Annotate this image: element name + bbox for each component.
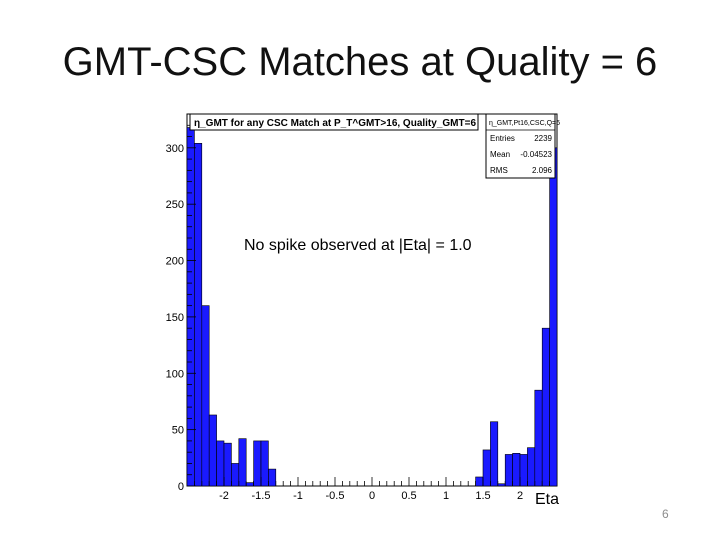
histogram-bar	[549, 147, 558, 487]
histogram-bar	[541, 327, 550, 487]
histogram-bar	[527, 447, 536, 487]
y-axis-ticks: 0 50 100 150 200 250 300	[166, 124, 196, 493]
histogram-bar	[475, 476, 484, 487]
stats-box-frame	[485, 113, 556, 179]
stats-box-header: η_GMT,Pt16,CSC,Q=6	[489, 120, 560, 127]
histogram-bars	[186, 127, 558, 487]
histogram-title: η_GMT for any CSC Match at P_T^GMT>16, Q…	[194, 118, 476, 129]
stats-mean-label: Mean	[490, 150, 510, 159]
histogram-bar	[201, 305, 210, 487]
x-tick-label: 0	[369, 490, 375, 502]
x-tick-label: 2	[517, 490, 523, 502]
stats-mean-value: -0.04523	[520, 150, 552, 159]
x-tick-label: -1.5	[252, 490, 271, 502]
stats-entries-label: Entries	[490, 134, 515, 143]
histogram-bar	[231, 463, 240, 487]
histogram-bar	[260, 440, 269, 487]
x-tick-label: -0.5	[326, 490, 345, 502]
histogram-bar	[497, 483, 506, 487]
y-tick-label: 250	[166, 199, 184, 211]
stats-rms-value: 2.096	[532, 166, 553, 175]
x-tick-label: -2	[219, 490, 229, 502]
histogram-bar	[194, 143, 203, 487]
x-tick-label: 1	[443, 490, 449, 502]
page-number: 6	[662, 507, 669, 521]
y-tick-label: 200	[166, 256, 184, 268]
histogram-title-box	[189, 113, 479, 131]
histogram-bar	[253, 440, 262, 487]
histogram-bar	[216, 440, 225, 487]
histogram-bar	[208, 414, 217, 487]
x-tick-label: 0.5	[401, 490, 416, 502]
histogram-bar	[268, 468, 277, 487]
x-axis-ticks: -2 -1.5 -1 -0.5 0 0.5 1 1.5 2	[193, 477, 550, 502]
y-tick-label: 150	[166, 312, 184, 324]
stats-box: η_GMT,Pt16,CSC,Q=6 Entries 2239 Mean -0.…	[485, 113, 560, 179]
x-axis-label: Eta	[535, 491, 560, 508]
histogram-bar	[245, 482, 254, 487]
y-tick-label: 0	[178, 481, 184, 493]
histogram-bar	[490, 421, 499, 487]
histogram-bar	[519, 454, 528, 487]
y-tick-label: 300	[166, 143, 184, 155]
slide-title: GMT-CSC Matches at Quality = 6	[62, 40, 658, 84]
stats-rms-label: RMS	[490, 166, 508, 175]
histogram-bar	[504, 454, 513, 487]
stats-entries-value: 2239	[534, 134, 552, 143]
y-tick-label: 50	[172, 425, 184, 437]
histogram-bar	[512, 453, 521, 487]
y-tick-label: 100	[166, 368, 184, 380]
histogram-bar	[534, 389, 543, 487]
x-tick-label: -1	[293, 490, 303, 502]
chart-annotation: No spike observed at |Eta| = 1.0	[244, 237, 472, 254]
histogram-bar	[223, 442, 232, 487]
histogram-bar	[238, 438, 247, 487]
x-tick-label: 1.5	[475, 490, 490, 502]
histogram-bar	[482, 449, 491, 487]
